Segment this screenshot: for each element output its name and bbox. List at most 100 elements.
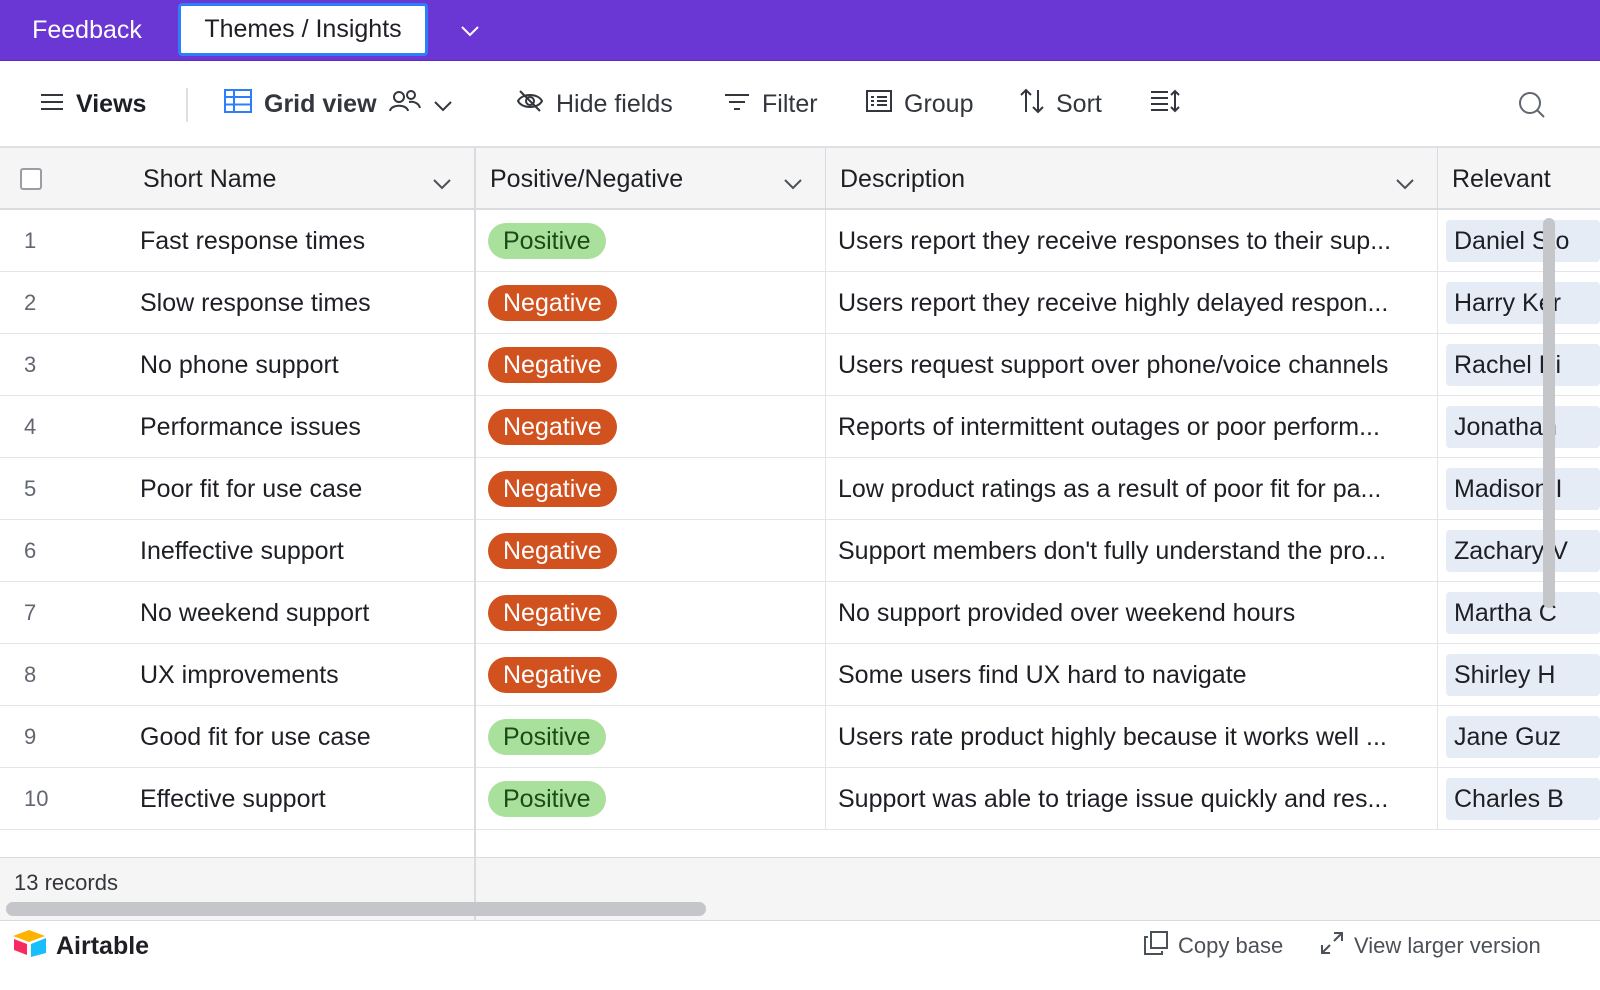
sentiment-pill: Negative xyxy=(488,409,617,445)
table-row[interactable]: 1 Fast response times Positive Users rep… xyxy=(0,210,1600,272)
short-name-cell[interactable]: Effective support xyxy=(140,784,326,813)
table-row[interactable]: 5 Poor fit for use case Negative Low pro… xyxy=(0,458,1600,520)
views-button[interactable]: Views xyxy=(40,61,146,148)
table-row[interactable]: 10 Effective support Positive Support wa… xyxy=(0,768,1600,830)
column-header-positive-negative[interactable]: Positive/Negative xyxy=(476,148,826,210)
filter-label: Filter xyxy=(762,90,818,118)
sort-button[interactable]: Sort xyxy=(1020,61,1102,148)
column-divider xyxy=(825,520,826,581)
linked-record-chip[interactable]: Rachel Pi xyxy=(1446,344,1600,386)
description-cell[interactable]: Reports of intermittent outages or poor … xyxy=(838,412,1380,441)
record-count: 13 records xyxy=(14,870,118,895)
relevant-cell[interactable]: Charles B xyxy=(1438,768,1600,830)
description-cell[interactable]: Support members don't fully understand t… xyxy=(838,536,1387,565)
short-name-cell[interactable]: Performance issues xyxy=(140,412,361,441)
relevant-cell[interactable]: Madison I xyxy=(1438,458,1600,520)
short-name-cell[interactable]: Ineffective support xyxy=(140,536,344,565)
linked-record-chip[interactable]: Zachary V xyxy=(1446,530,1600,572)
tab-feedback[interactable]: Feedback xyxy=(32,16,142,44)
relevant-cell[interactable]: Jane Guz xyxy=(1438,706,1600,768)
search-icon[interactable] xyxy=(1518,61,1546,148)
linked-record-chip[interactable]: Harry Ker xyxy=(1446,282,1600,324)
sentiment-cell[interactable]: Negative xyxy=(476,334,824,396)
copy-base-button[interactable]: Copy base xyxy=(1144,921,1283,971)
tab-themes-insights[interactable]: Themes / Insights xyxy=(178,3,428,56)
group-button[interactable]: Group xyxy=(866,61,973,148)
sentiment-cell[interactable]: Positive xyxy=(476,706,824,768)
description-cell[interactable]: Users request support over phone/voice c… xyxy=(838,350,1389,379)
sentiment-cell[interactable]: Negative xyxy=(476,582,824,644)
sentiment-pill: Positive xyxy=(488,781,606,817)
table-row[interactable]: 4 Performance issues Negative Reports of… xyxy=(0,396,1600,458)
grid-view-button[interactable]: Grid view xyxy=(224,61,453,148)
tabs-chevron-down-icon[interactable] xyxy=(455,16,485,46)
relevant-cell[interactable]: Harry Ker xyxy=(1438,272,1600,334)
sentiment-pill: Negative xyxy=(488,657,617,693)
select-all-checkbox[interactable] xyxy=(20,168,42,190)
relevant-cell[interactable]: Shirley H xyxy=(1438,644,1600,706)
row-number: 10 xyxy=(24,786,49,811)
linked-record-chip[interactable]: Charles B xyxy=(1446,778,1600,820)
column-header-description[interactable]: Description xyxy=(826,148,1438,210)
table-row[interactable]: 3 No phone support Negative Users reques… xyxy=(0,334,1600,396)
table-row[interactable]: 8 UX improvements Negative Some users fi… xyxy=(0,644,1600,706)
linked-record-chip[interactable]: Shirley H xyxy=(1446,654,1600,696)
short-name-cell[interactable]: UX improvements xyxy=(140,660,339,689)
short-name-cell[interactable]: No weekend support xyxy=(140,598,370,627)
chevron-down-icon[interactable] xyxy=(432,168,452,197)
relevant-cell[interactable]: Zachary V xyxy=(1438,520,1600,582)
linked-record-chip[interactable]: Jonathan xyxy=(1446,406,1600,448)
description-cell[interactable]: Users rate product highly because it wor… xyxy=(838,722,1387,751)
linked-record-chip[interactable]: Daniel Sto xyxy=(1446,220,1600,262)
sentiment-cell[interactable]: Negative xyxy=(476,396,824,458)
sentiment-cell[interactable]: Negative xyxy=(476,520,824,582)
sentiment-cell[interactable]: Positive xyxy=(476,768,824,830)
table-row[interactable]: 2 Slow response times Negative Users rep… xyxy=(0,272,1600,334)
relevant-cell[interactable]: Martha C xyxy=(1438,582,1600,644)
short-name-cell[interactable]: Good fit for use case xyxy=(140,722,371,751)
linked-record-chip[interactable]: Madison I xyxy=(1446,468,1600,510)
frozen-column-divider xyxy=(474,858,476,922)
vertical-scrollbar[interactable] xyxy=(1543,218,1555,608)
column-header-relevant[interactable]: Relevant xyxy=(1438,148,1600,210)
airtable-brand-link[interactable]: Airtable xyxy=(12,921,149,971)
sentiment-pill: Negative xyxy=(488,595,617,631)
sentiment-cell[interactable]: Negative xyxy=(476,644,824,706)
table-row[interactable]: 9 Good fit for use case Positive Users r… xyxy=(0,706,1600,768)
chevron-down-icon[interactable] xyxy=(433,90,453,119)
description-cell[interactable]: No support provided over weekend hours xyxy=(838,598,1296,627)
sentiment-pill: Negative xyxy=(488,471,617,507)
chevron-down-icon[interactable] xyxy=(1395,168,1415,197)
column-divider xyxy=(825,334,826,395)
hide-fields-button[interactable]: Hide fields xyxy=(516,61,673,148)
row-height-button[interactable] xyxy=(1150,61,1180,148)
horizontal-scrollbar[interactable] xyxy=(6,902,706,916)
filter-button[interactable]: Filter xyxy=(724,61,818,148)
sentiment-cell[interactable]: Negative xyxy=(476,458,824,520)
chevron-down-icon[interactable] xyxy=(783,168,803,197)
short-name-cell[interactable]: Poor fit for use case xyxy=(140,474,363,503)
relevant-cell[interactable]: Rachel Pi xyxy=(1438,334,1600,396)
sentiment-cell[interactable]: Positive xyxy=(476,210,824,272)
relevant-cell[interactable]: Jonathan xyxy=(1438,396,1600,458)
short-name-cell[interactable]: No phone support xyxy=(140,350,339,379)
table-row[interactable]: 6 Ineffective support Negative Support m… xyxy=(0,520,1600,582)
description-cell[interactable]: Users report they receive highly delayed… xyxy=(838,288,1389,317)
column-divider xyxy=(825,458,826,519)
short-name-cell[interactable]: Fast response times xyxy=(140,226,366,255)
linked-record-chip[interactable]: Jane Guz xyxy=(1446,716,1600,758)
column-header-short-name[interactable]: Short Name xyxy=(0,148,476,210)
sort-icon xyxy=(1020,88,1044,121)
relevant-cell[interactable]: Daniel Sto xyxy=(1438,210,1600,272)
description-cell[interactable]: Low product ratings as a result of poor … xyxy=(838,474,1382,503)
column-divider xyxy=(1437,768,1438,829)
short-name-cell[interactable]: Slow response times xyxy=(140,288,371,317)
view-larger-version-button[interactable]: View larger version xyxy=(1320,921,1541,971)
linked-record-chip[interactable]: Martha C xyxy=(1446,592,1600,634)
table-row[interactable]: 7 No weekend support Negative No support… xyxy=(0,582,1600,644)
sentiment-cell[interactable]: Negative xyxy=(476,272,824,334)
description-cell[interactable]: Support was able to triage issue quickly… xyxy=(838,784,1389,813)
description-cell[interactable]: Users report they receive responses to t… xyxy=(838,226,1392,255)
description-cell[interactable]: Some users find UX hard to navigate xyxy=(838,660,1247,689)
row-height-icon xyxy=(1150,89,1180,120)
